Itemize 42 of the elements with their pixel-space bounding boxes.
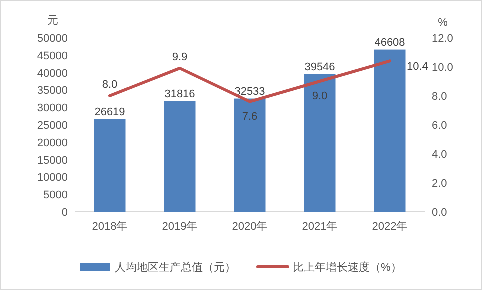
bar — [234, 98, 266, 212]
y-tick-label: 5000 — [44, 190, 68, 202]
data-label: 9.0 — [312, 90, 328, 102]
y2-tick-label: 10.0 — [432, 62, 454, 74]
y-tick-label: 40000 — [37, 68, 68, 80]
data-label: 39546 — [304, 61, 336, 74]
y2-tick-label: 4.0 — [432, 149, 448, 161]
x-tick-label: 2018年 — [92, 221, 128, 233]
data-label: 8.0 — [102, 79, 118, 91]
x-tick-label: 2019年 — [162, 221, 198, 233]
data-label: 31816 — [164, 88, 196, 100]
y-tick-label: 25000 — [37, 120, 68, 132]
legend-label: 比上年增长速度（%） — [293, 261, 402, 274]
data-label: 32533 — [234, 86, 266, 98]
legend-label: 人均地区生产总值（元） — [115, 261, 236, 274]
y-tick-label: 45000 — [37, 50, 68, 62]
y-tick-label: 35000 — [37, 85, 68, 98]
bar — [374, 50, 406, 212]
data-label: 9.9 — [172, 51, 188, 64]
y2-tick-label: 0.0 — [432, 207, 448, 219]
data-label: 46608 — [374, 36, 406, 49]
y-tick-label: 10000 — [37, 172, 68, 184]
data-label: 10.4 — [407, 61, 428, 74]
y2-tick-label: 12.0 — [432, 33, 454, 45]
y2-axis-title: % — [438, 17, 448, 29]
bar — [164, 101, 196, 212]
y-tick-label: 30000 — [37, 102, 68, 115]
y-tick-label: 0 — [62, 207, 68, 219]
y2-tick-label: 6.0 — [432, 120, 448, 132]
y-tick-label: 50000 — [37, 33, 68, 45]
y2-tick-label: 2.0 — [432, 178, 448, 190]
y-axis-title: 元 — [48, 15, 58, 27]
x-tick-label: 2021年 — [302, 221, 338, 233]
x-tick-label: 2020年 — [232, 221, 268, 233]
data-label: 7.6 — [242, 110, 258, 123]
data-label: 26619 — [94, 106, 126, 118]
y-tick-label: 20000 — [37, 137, 68, 150]
bar — [94, 119, 126, 212]
x-tick-label: 2022年 — [372, 221, 408, 233]
y-tick-label: 15000 — [37, 154, 68, 167]
y2-tick-label: 8.0 — [432, 91, 448, 103]
bar — [304, 74, 336, 212]
